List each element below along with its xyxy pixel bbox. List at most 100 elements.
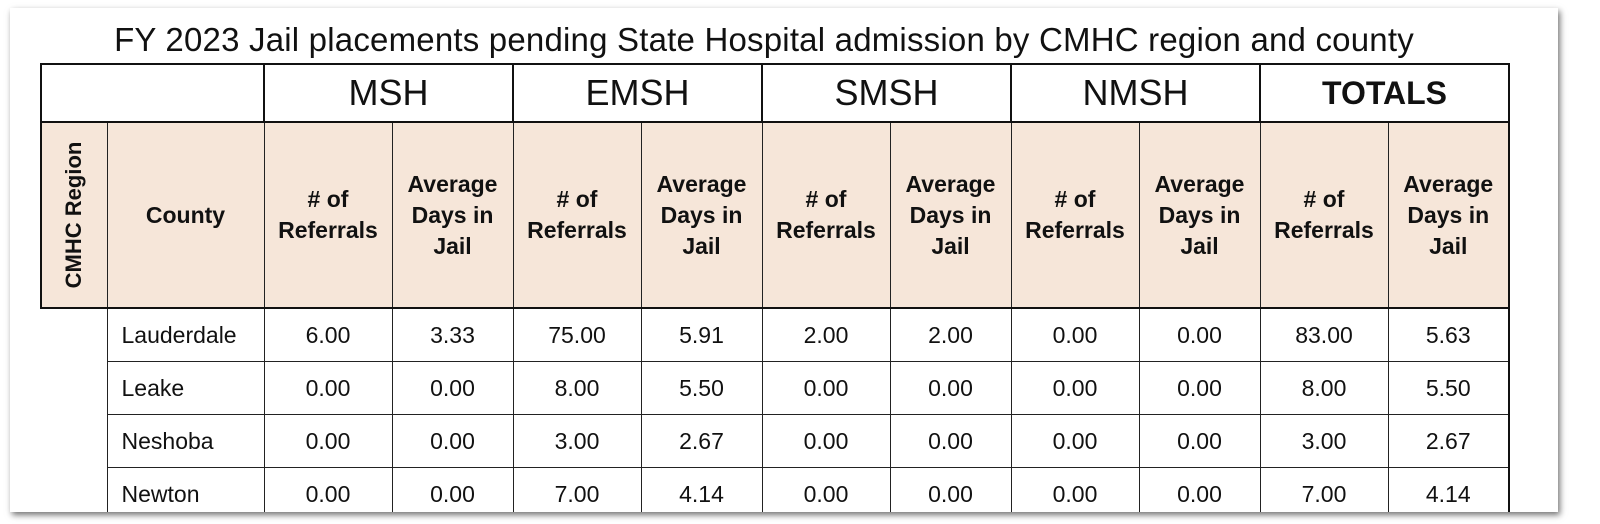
avg-days-cell: 2.67 bbox=[641, 414, 763, 468]
referrals-header-text: # of bbox=[556, 186, 598, 212]
avg-days-cell: 2.00 bbox=[890, 308, 1012, 362]
referrals-cell: 0.00 bbox=[264, 361, 393, 415]
avg-days-header-text: Jail bbox=[682, 232, 721, 259]
avg-days-header-text: Jail bbox=[433, 232, 472, 259]
header-blank-cell bbox=[40, 63, 265, 123]
avg-days-cell: 0.00 bbox=[392, 361, 514, 415]
region-cell bbox=[41, 362, 107, 415]
group-header-smsh: SMSH bbox=[761, 63, 1012, 123]
avg-days-cell: 0.00 bbox=[890, 361, 1012, 415]
avg-days-cell: 4.14 bbox=[1388, 467, 1510, 512]
avg-days-cell: 5.50 bbox=[641, 361, 763, 415]
avg-days-header-text: Days in bbox=[1158, 201, 1241, 228]
referrals-cell: 0.00 bbox=[1011, 308, 1140, 362]
county-cell: Leake bbox=[106, 361, 265, 415]
avg-days-header-nmsh: Average Days in Jail bbox=[1139, 122, 1261, 309]
referrals-header-text: Referrals bbox=[278, 217, 378, 243]
referrals-header-totals: # of Referrals bbox=[1260, 122, 1389, 309]
avg-days-header-emsh: Average Days in Jail bbox=[641, 122, 763, 309]
document-frame: FY 2023 Jail placements pending State Ho… bbox=[10, 8, 1558, 512]
table-row: Newton 0.00 0.00 7.00 4.14 0.00 0.00 0.00 0.00 7.… bbox=[41, 467, 1510, 513]
group-header-row: MSH EMSH SMSH NMSH TOTALS bbox=[40, 63, 1510, 123]
referrals-cell: 0.00 bbox=[762, 361, 891, 415]
referrals-cell: 2.00 bbox=[762, 308, 891, 362]
referrals-cell: 8.00 bbox=[513, 361, 642, 415]
avg-days-cell: 0.00 bbox=[392, 467, 514, 512]
table-row: Neshoba 0.00 0.00 3.00 2.67 0.00 0.00 0.00 0.00 3… bbox=[41, 414, 1510, 468]
referrals-header-text: # of bbox=[1054, 186, 1096, 212]
avg-days-header-totals: Average Days in Jail bbox=[1388, 122, 1510, 309]
avg-days-cell: 0.00 bbox=[1139, 414, 1261, 468]
avg-days-header-text: Jail bbox=[931, 232, 970, 259]
referrals-header-text: # of bbox=[805, 186, 847, 212]
referrals-header-text: # of bbox=[1303, 186, 1345, 212]
avg-days-cell: 0.00 bbox=[1139, 467, 1261, 512]
region-cell bbox=[41, 468, 107, 513]
referrals-header-text: Referrals bbox=[1274, 217, 1374, 243]
avg-days-header-text: Days in bbox=[1407, 201, 1490, 228]
referrals-header-text: # of bbox=[307, 186, 349, 212]
avg-days-cell: 3.33 bbox=[392, 308, 514, 362]
referrals-cell: 7.00 bbox=[513, 467, 642, 512]
avg-days-cell: 0.00 bbox=[890, 467, 1012, 512]
group-header-totals: TOTALS bbox=[1259, 63, 1510, 123]
referrals-cell: 0.00 bbox=[264, 414, 393, 468]
referrals-cell: 8.00 bbox=[1260, 361, 1389, 415]
referrals-header-msh: # of Referrals bbox=[264, 122, 393, 309]
referrals-header-emsh: # of Referrals bbox=[513, 122, 642, 309]
avg-days-header-text: Average bbox=[1154, 170, 1245, 197]
avg-days-header-text: Average bbox=[1403, 170, 1494, 197]
county-header: County bbox=[107, 122, 265, 309]
referrals-header-nmsh: # of Referrals bbox=[1011, 122, 1140, 309]
avg-days-header-text: Days in bbox=[909, 201, 992, 228]
avg-days-cell: 0.00 bbox=[392, 414, 514, 468]
avg-days-header-text: Jail bbox=[1180, 232, 1219, 259]
avg-days-cell: 5.91 bbox=[641, 308, 763, 362]
region-header-text: CMHC Region bbox=[61, 141, 87, 289]
avg-days-header-smsh: Average Days in Jail bbox=[890, 122, 1012, 309]
table-title: FY 2023 Jail placements pending State Ho… bbox=[114, 21, 1414, 58]
referrals-cell: 0.00 bbox=[1011, 361, 1140, 415]
avg-days-header-text: Average bbox=[656, 170, 747, 197]
avg-days-header-msh: Average Days in Jail bbox=[392, 122, 514, 309]
region-header: CMHC Region bbox=[40, 122, 108, 309]
referrals-cell: 3.00 bbox=[1260, 414, 1389, 468]
avg-days-header-text: Average bbox=[905, 170, 996, 197]
referrals-header-smsh: # of Referrals bbox=[762, 122, 891, 309]
avg-days-cell: 5.63 bbox=[1388, 308, 1510, 362]
avg-days-header-text: Days in bbox=[660, 201, 743, 228]
avg-days-cell: 2.67 bbox=[1388, 414, 1510, 468]
group-header-msh: MSH bbox=[263, 63, 514, 123]
column-header-row: CMHC Region County # of Referrals Average D… bbox=[40, 122, 1510, 309]
referrals-header-text: Referrals bbox=[776, 217, 876, 243]
referrals-cell: 0.00 bbox=[1011, 414, 1140, 468]
table-row: Leake 0.00 0.00 8.00 5.50 0.00 0.00 0.00 0.00 8.0… bbox=[41, 361, 1510, 415]
referrals-cell: 3.00 bbox=[513, 414, 642, 468]
referrals-cell: 6.00 bbox=[264, 308, 393, 362]
avg-days-cell: 0.00 bbox=[1139, 308, 1261, 362]
referrals-cell: 75.00 bbox=[513, 308, 642, 362]
referrals-header-text: Referrals bbox=[527, 217, 627, 243]
region-cell bbox=[41, 308, 107, 362]
avg-days-cell: 4.14 bbox=[641, 467, 763, 512]
referrals-cell: 0.00 bbox=[762, 414, 891, 468]
referrals-cell: 0.00 bbox=[762, 467, 891, 512]
avg-days-header-text: Average bbox=[407, 170, 498, 197]
table-row: Lauderdale 6.00 3.33 75.00 5.91 2.00 2.00 0.00 0… bbox=[41, 308, 1510, 362]
referrals-cell: 0.00 bbox=[264, 467, 393, 512]
group-header-emsh: EMSH bbox=[512, 63, 763, 123]
avg-days-cell: 0.00 bbox=[1139, 361, 1261, 415]
referrals-cell: 7.00 bbox=[1260, 467, 1389, 512]
group-header-nmsh: NMSH bbox=[1010, 63, 1261, 123]
avg-days-header-text: Days in bbox=[411, 201, 494, 228]
referrals-header-text: Referrals bbox=[1025, 217, 1125, 243]
county-cell: Lauderdale bbox=[106, 308, 265, 362]
referrals-cell: 0.00 bbox=[1011, 467, 1140, 512]
avg-days-cell: 5.50 bbox=[1388, 361, 1510, 415]
avg-days-cell: 0.00 bbox=[890, 414, 1012, 468]
referrals-cell: 83.00 bbox=[1260, 308, 1389, 362]
county-cell: Newton bbox=[106, 467, 265, 512]
county-cell: Neshoba bbox=[106, 414, 265, 468]
region-cell bbox=[41, 415, 107, 468]
avg-days-header-text: Jail bbox=[1429, 232, 1468, 259]
